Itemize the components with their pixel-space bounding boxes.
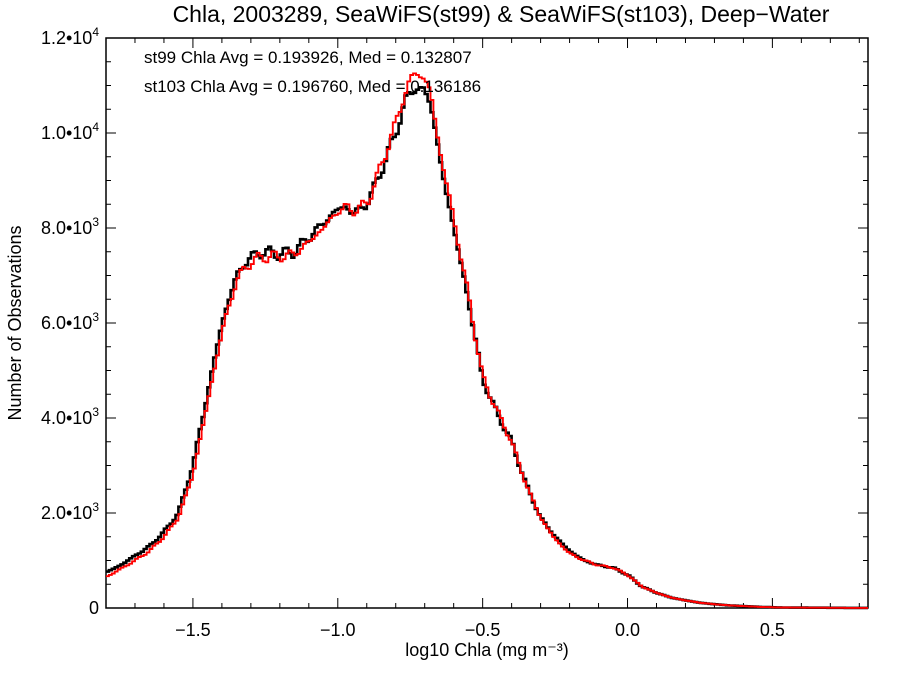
y-tick-label: 2.0•103 <box>41 500 99 523</box>
y-tick-label: 8.0•103 <box>41 215 99 238</box>
x-tick-labels: −1.5 −1.0 −0.5 0.0 0.5 <box>175 620 785 640</box>
series-line-st103 <box>106 72 868 609</box>
y-tick-labels: 0 2.0•103 4.0•103 6.0•103 8.0•103 1.0•104 1.2•… <box>41 25 99 618</box>
y-tick-label: 4.0•103 <box>41 405 99 428</box>
x-tick-label: 0.5 <box>760 620 785 640</box>
y-tick-label: 1.2•104 <box>41 25 99 48</box>
annotation-st103: st103 Chla Avg = 0.196760, Med = 0.13618… <box>144 77 481 96</box>
x-tick-label: −1.5 <box>175 620 211 640</box>
x-tick-label: −0.5 <box>465 620 501 640</box>
y-axis-label: Number of Observations <box>5 225 25 420</box>
axis-ticks <box>105 37 868 609</box>
y-tick-label: 1.0•104 <box>41 120 99 143</box>
y-tick-label: 0 <box>89 598 99 618</box>
plot-frame <box>105 37 869 609</box>
x-axis-label: log10 Chla (mg m⁻³) <box>405 640 569 660</box>
annotation-st99: st99 Chla Avg = 0.193926, Med = 0.132807 <box>144 48 472 67</box>
series-layer <box>106 72 868 610</box>
x-tick-label: 0.0 <box>615 620 640 640</box>
x-tick-label: −1.0 <box>320 620 356 640</box>
y-tick-label: 6.0•103 <box>41 310 99 333</box>
series-line-st99 <box>106 86 868 610</box>
chart-title: Chla, 2003289, SeaWiFS(st99) & SeaWiFS(s… <box>173 1 830 27</box>
